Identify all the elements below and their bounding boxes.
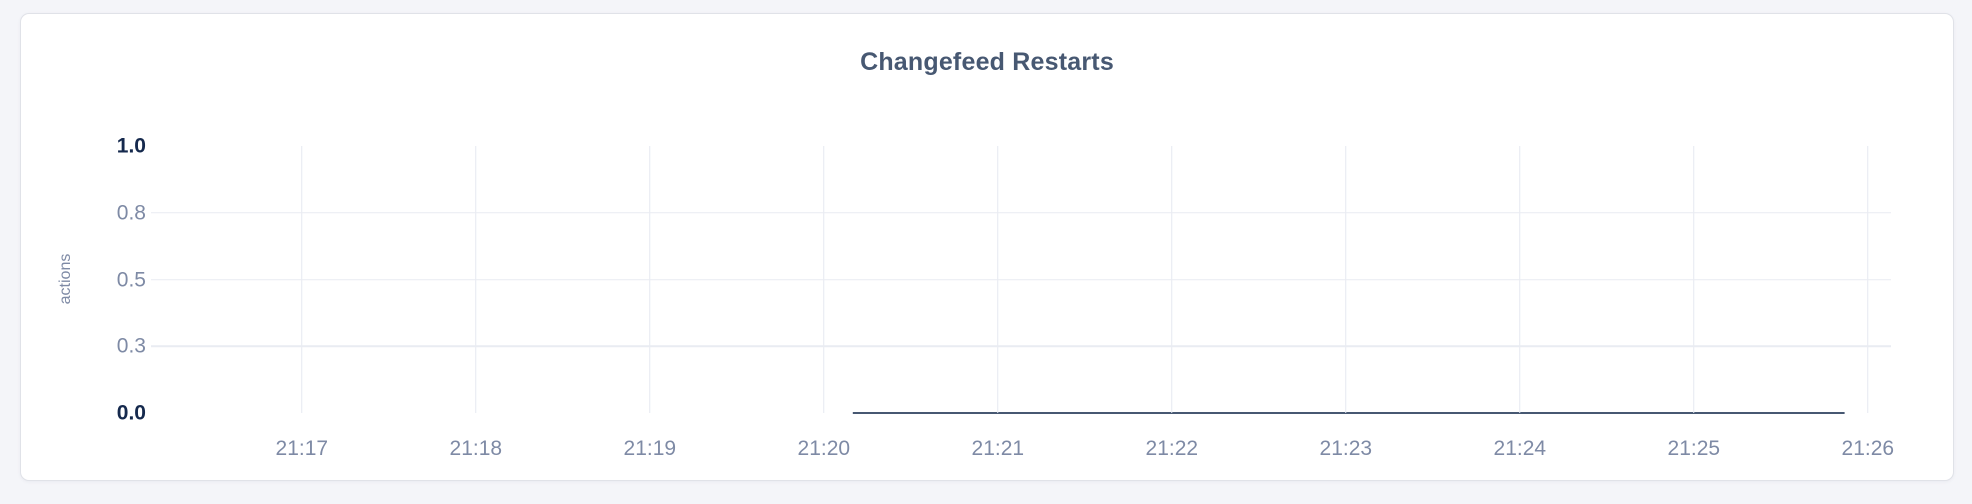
horizontal-gridline xyxy=(151,278,1891,281)
plot-area[interactable] xyxy=(151,146,1891,413)
x-tick-label: 21:24 xyxy=(1493,437,1547,460)
x-tick-label: 21:21 xyxy=(971,437,1025,460)
y-tick-label: 1.0 xyxy=(116,134,146,158)
y-tick-label: 0.3 xyxy=(116,334,146,358)
y-tick-label: 0.0 xyxy=(116,401,146,425)
x-tick-label: 21:18 xyxy=(449,437,503,460)
y-tick-label: 0.8 xyxy=(116,201,146,225)
x-tick-label: 21:20 xyxy=(797,437,851,460)
x-tick-label: 21:17 xyxy=(275,437,329,460)
horizontal-gridline xyxy=(151,345,1891,347)
chart-card: Changefeed Restarts actions 1.0 0.8 0.5 0.3… xyxy=(20,13,1954,481)
horizontal-gridline xyxy=(151,212,1891,214)
x-tick-label: 21:19 xyxy=(623,437,677,460)
x-tick-label: 21:26 xyxy=(1841,437,1895,460)
y-tick-label: 0.5 xyxy=(116,268,146,291)
x-axis: 21:17 21:18 21:19 21:20 21:21 21:22 21:23 21:24… xyxy=(151,425,1895,460)
x-tick-label: 21:25 xyxy=(1667,437,1721,460)
y-axis: 1.0 0.8 0.5 0.3 0.0 xyxy=(21,136,146,424)
x-tick-label: 21:22 xyxy=(1145,437,1199,460)
chart-title: Changefeed Restarts xyxy=(860,48,1114,76)
data-line-layer xyxy=(151,146,1891,413)
x-tick-label: 21:23 xyxy=(1319,437,1373,460)
